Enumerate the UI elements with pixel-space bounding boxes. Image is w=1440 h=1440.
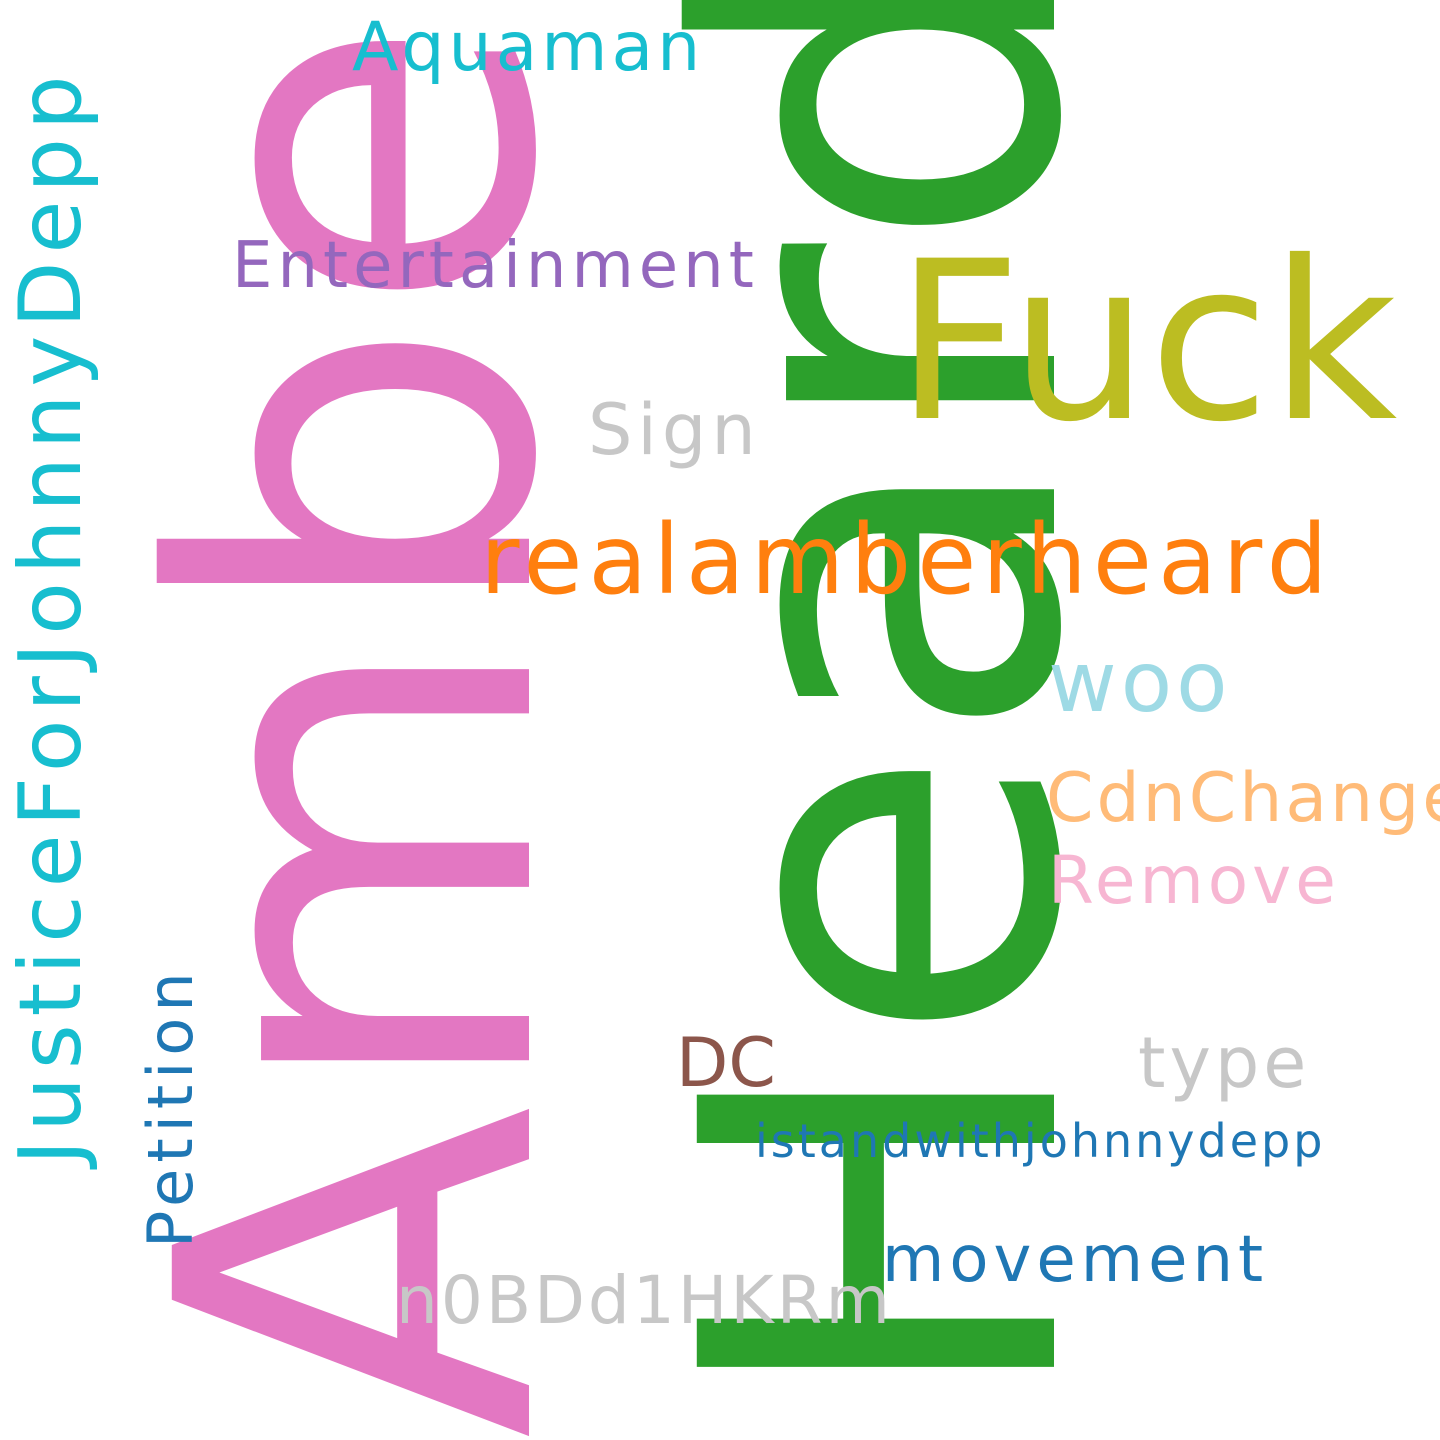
word-istandwithjohnnydepp: istandwithjohnnydepp xyxy=(755,1114,1326,1168)
word-aquaman: Aquaman xyxy=(352,8,705,87)
word-entertainment: Entertainment xyxy=(232,229,759,303)
word-remove: Remove xyxy=(1048,842,1340,919)
word-realamberheard: realamberheard xyxy=(480,504,1334,616)
word-movement: movement xyxy=(882,1223,1269,1297)
word-type: type xyxy=(1138,1022,1311,1104)
word-sign: Sign xyxy=(588,389,761,471)
word-dc: DC xyxy=(676,1024,776,1103)
word-fuck: Fuck xyxy=(895,214,1398,470)
word-cdnchange: CdnChange xyxy=(1046,759,1440,838)
word-petition: Petition xyxy=(134,966,207,1248)
word-justice-for-johnny-depp: JusticeForJohnnyDepp xyxy=(1,67,101,1165)
word-n0bdd1hkrm: n0BDd1HKRm xyxy=(396,1262,893,1339)
word-woo: woo xyxy=(1048,633,1232,731)
